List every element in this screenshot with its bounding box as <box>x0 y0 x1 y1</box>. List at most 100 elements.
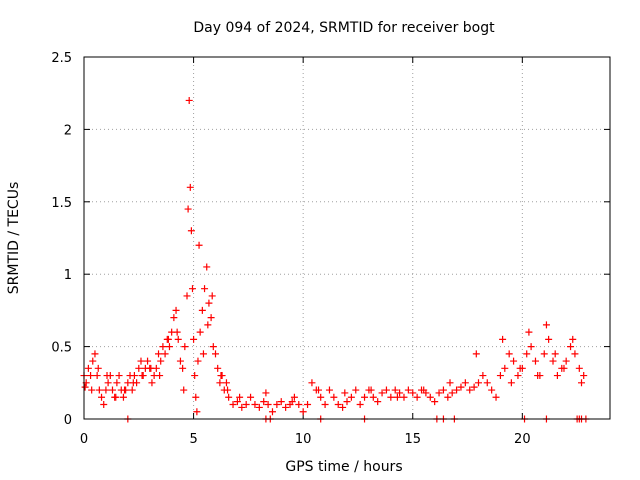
data-point <box>569 335 577 343</box>
data-point <box>100 401 108 409</box>
data-point <box>527 343 535 351</box>
data-point <box>505 350 513 358</box>
data-point <box>95 386 103 394</box>
data-point <box>295 401 303 409</box>
data-point <box>176 357 184 365</box>
data-point <box>369 393 377 401</box>
data-point <box>87 372 95 380</box>
y-tick-label: 2.5 <box>51 51 72 66</box>
data-point <box>317 393 325 401</box>
data-point <box>549 357 557 365</box>
data-point <box>129 379 137 387</box>
data-point <box>115 372 123 380</box>
data-point <box>161 350 169 358</box>
data-point <box>172 306 180 314</box>
data-point <box>217 372 225 380</box>
data-point <box>192 393 200 401</box>
chart-title: Day 094 of 2024, SRMTID for receiver bog… <box>193 20 495 36</box>
data-point <box>144 357 152 365</box>
data-point <box>225 393 233 401</box>
data-point <box>130 372 138 380</box>
data-point <box>135 364 143 372</box>
data-point <box>268 408 276 416</box>
data-point <box>483 379 491 387</box>
data-point <box>472 350 480 358</box>
data-point <box>196 328 204 336</box>
data-point <box>492 393 500 401</box>
data-point <box>431 398 439 406</box>
data-point <box>282 403 290 411</box>
data-point <box>578 379 586 387</box>
y-tick-label: 2 <box>64 123 72 138</box>
data-point <box>247 393 255 401</box>
data-point <box>103 372 111 380</box>
data-point <box>191 372 199 380</box>
data-point <box>181 343 189 351</box>
data-point <box>199 350 207 358</box>
data-point <box>391 386 399 394</box>
data-point <box>374 398 382 406</box>
data-point <box>409 389 417 397</box>
data-point <box>277 398 285 406</box>
plot-frame <box>83 56 611 420</box>
y-tick-label: 0 <box>64 413 72 428</box>
data-point <box>426 393 434 401</box>
data-point <box>185 96 193 104</box>
data-point <box>580 372 588 380</box>
data-point <box>198 306 206 314</box>
data-point <box>553 372 561 380</box>
data-point <box>341 389 349 397</box>
data-point <box>205 299 213 307</box>
data-point <box>89 357 97 365</box>
data-point <box>361 393 369 401</box>
x-axis-label: GPS time / hours <box>285 459 402 475</box>
data-point <box>571 350 579 358</box>
data-point <box>207 314 215 322</box>
data-point <box>179 364 187 372</box>
data-point <box>308 379 316 387</box>
data-point <box>264 401 272 409</box>
data-point <box>186 183 194 191</box>
data-point <box>496 372 504 380</box>
data-point <box>195 241 203 249</box>
data-point <box>108 386 116 394</box>
data-point <box>448 389 456 397</box>
data-point <box>562 357 570 365</box>
data-point <box>545 335 553 343</box>
data-point <box>93 372 101 380</box>
data-point <box>222 379 230 387</box>
data-point <box>400 393 408 401</box>
data-point <box>183 292 191 300</box>
data-point <box>262 389 270 397</box>
data-point <box>516 364 524 372</box>
data-point <box>190 335 198 343</box>
data-point <box>479 372 487 380</box>
data-point <box>184 205 192 213</box>
y-tick-label: 0.5 <box>51 341 72 356</box>
data-point <box>299 408 307 416</box>
data-point <box>339 403 347 411</box>
data-point <box>147 364 155 372</box>
data-point <box>208 292 216 300</box>
x-tick-label: 5 <box>189 432 197 447</box>
data-points <box>80 96 590 423</box>
data-point <box>81 383 89 391</box>
data-point <box>334 401 342 409</box>
data-point <box>560 364 568 372</box>
data-point <box>238 403 246 411</box>
data-point <box>170 314 178 322</box>
data-point <box>304 401 312 409</box>
data-point <box>551 350 559 358</box>
gridlines <box>84 57 610 419</box>
data-point <box>501 364 509 372</box>
data-point <box>367 386 375 394</box>
data-point <box>290 393 298 401</box>
data-point <box>260 398 268 406</box>
data-point <box>201 285 209 293</box>
data-point <box>156 372 164 380</box>
data-point <box>187 227 195 235</box>
data-point <box>216 379 224 387</box>
data-point <box>393 393 401 401</box>
data-point <box>499 335 507 343</box>
